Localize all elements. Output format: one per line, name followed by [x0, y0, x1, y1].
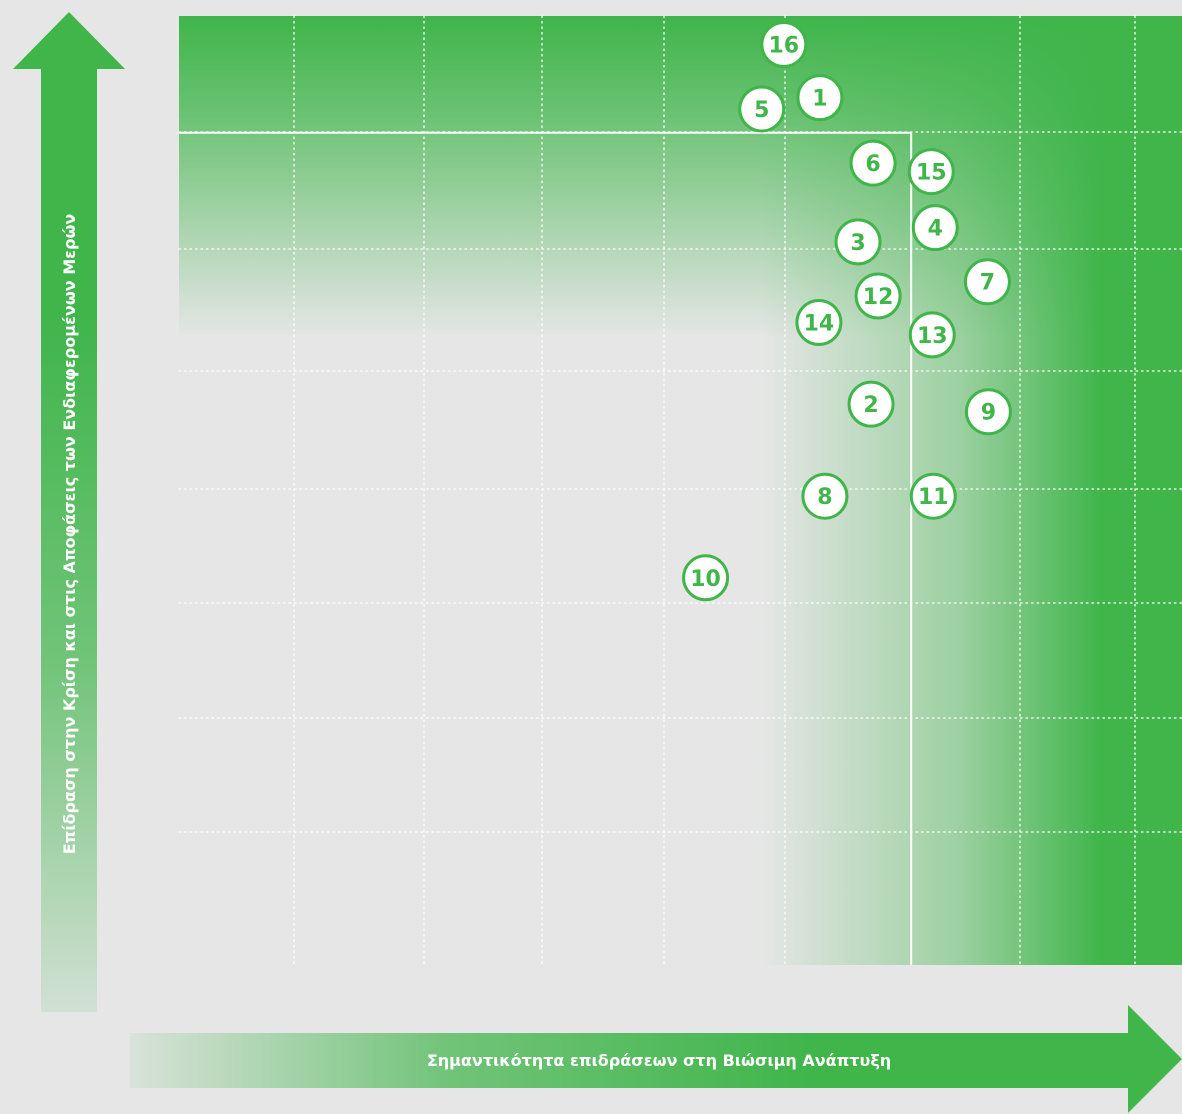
x-axis-label: Σημαντικότητα επιδράσεων στη Βιώσιμη Ανά…	[427, 1051, 891, 1070]
data-point-10: 10	[682, 554, 730, 602]
data-point-9: 9	[964, 388, 1012, 436]
data-point-circle	[847, 380, 895, 428]
data-point-label: 11	[918, 485, 949, 510]
data-point-label: 9	[981, 401, 996, 426]
data-point-label: 7	[980, 271, 995, 296]
data-point-circle	[963, 258, 1011, 306]
data-point-circle	[911, 204, 959, 252]
y-axis-label: Επίδραση στην Κρίση και στις Αποφάσεις τ…	[60, 214, 79, 855]
data-point-label: 14	[804, 312, 835, 337]
data-point-label: 6	[865, 152, 880, 177]
data-point-16: 16	[760, 20, 808, 68]
data-point-circle	[909, 472, 957, 520]
data-point-circle	[834, 218, 882, 266]
data-point-label: 12	[863, 285, 894, 310]
data-point-circle	[760, 20, 808, 68]
data-point-11: 11	[909, 472, 957, 520]
data-point-circle	[854, 272, 902, 320]
data-point-2: 2	[847, 380, 895, 428]
plot-gradient-top	[179, 16, 1182, 965]
data-point-label: 3	[850, 231, 865, 256]
data-point-1: 1	[796, 74, 844, 122]
data-point-label: 16	[768, 33, 799, 58]
data-point-circle	[738, 85, 786, 133]
data-point-4: 4	[911, 204, 959, 252]
data-point-label: 8	[817, 485, 832, 510]
data-point-14: 14	[795, 299, 843, 347]
data-point-circle	[849, 139, 897, 187]
data-point-circle	[907, 148, 955, 196]
data-point-label: 2	[863, 393, 878, 418]
data-point-label: 10	[690, 567, 721, 592]
data-point-6: 6	[849, 139, 897, 187]
data-point-circle	[908, 311, 956, 359]
data-point-label: 4	[928, 217, 943, 242]
data-point-3: 3	[834, 218, 882, 266]
data-point-label: 1	[812, 87, 827, 112]
data-point-5: 5	[738, 85, 786, 133]
data-point-13: 13	[908, 311, 956, 359]
data-point-label: 5	[754, 98, 769, 123]
y-axis-arrow	[13, 12, 125, 1012]
data-point-circle	[964, 388, 1012, 436]
data-point-7: 7	[963, 258, 1011, 306]
data-point-circle	[682, 554, 730, 602]
data-point-circle	[801, 472, 849, 520]
x-axis-arrow	[130, 1005, 1182, 1113]
data-point-label: 15	[916, 161, 947, 186]
data-point-circle	[795, 299, 843, 347]
data-point-label: 13	[917, 324, 948, 349]
data-point-15: 15	[907, 148, 955, 196]
data-point-12: 12	[854, 272, 902, 320]
data-point-circle	[796, 74, 844, 122]
data-point-8: 8	[801, 472, 849, 520]
